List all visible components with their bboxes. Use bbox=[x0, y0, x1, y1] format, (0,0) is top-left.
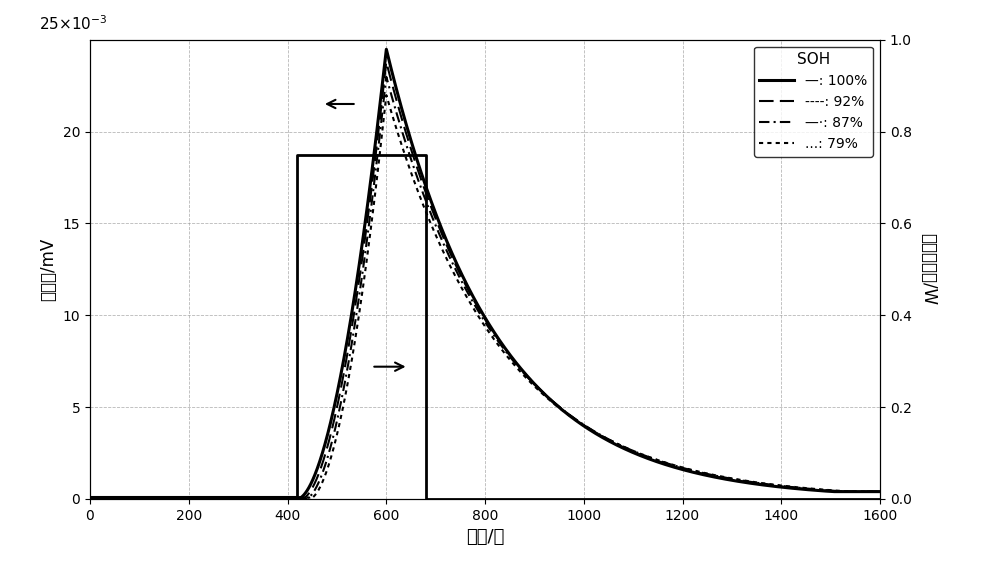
Text: $25{\times}10^{-3}$: $25{\times}10^{-3}$ bbox=[39, 14, 107, 33]
X-axis label: 时间/秒: 时间/秒 bbox=[466, 528, 504, 546]
Y-axis label: 使用的功率/W: 使用的功率/W bbox=[919, 233, 937, 306]
Y-axis label: 热通量/mV: 热通量/mV bbox=[39, 238, 57, 301]
Legend: —: 100%, ----: 92%, —·: 87%, ...: 79%: —: 100%, ----: 92%, —·: 87%, ...: 79% bbox=[754, 46, 873, 156]
